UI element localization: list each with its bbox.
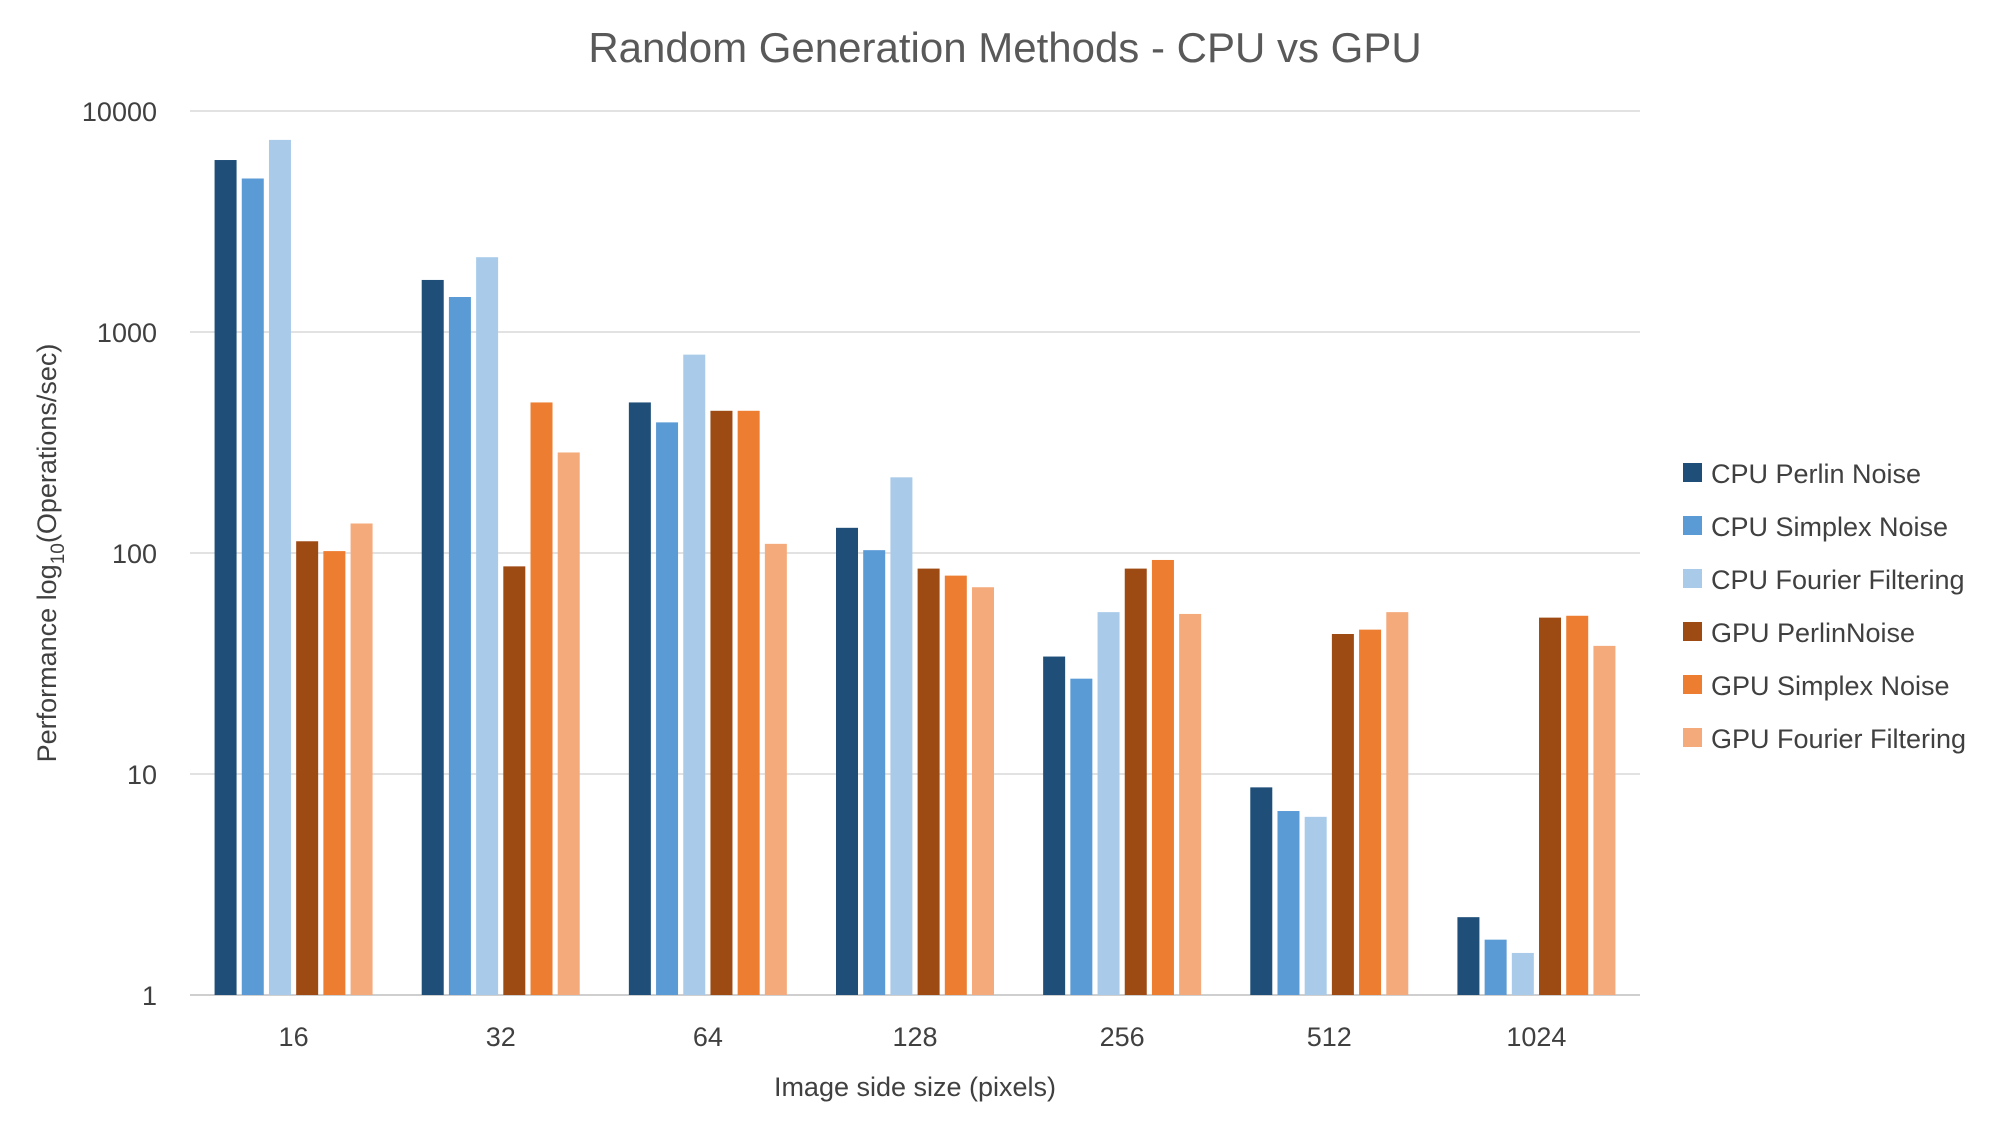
bar [1070, 678, 1093, 995]
bar [890, 477, 913, 995]
bar [448, 297, 471, 995]
bar [917, 568, 940, 995]
bar [683, 354, 706, 996]
legend-label: GPU Fourier Filtering [1711, 724, 1966, 754]
bar [1457, 917, 1480, 995]
bar [863, 550, 886, 995]
y-tick-label: 10 [127, 760, 157, 790]
y-tick-label: 100 [112, 539, 157, 569]
bar [1386, 612, 1409, 995]
bar [530, 402, 553, 995]
bar [1277, 811, 1300, 995]
bar [241, 178, 264, 995]
bar [296, 541, 319, 995]
bar [1304, 816, 1327, 995]
bar [1566, 615, 1589, 995]
bars [214, 139, 1616, 996]
bar [972, 587, 994, 995]
legend-swatch [1683, 675, 1702, 694]
legend-swatch [1683, 569, 1702, 588]
bar [1097, 612, 1120, 995]
bar [1124, 568, 1147, 995]
bar [476, 257, 499, 995]
x-tick-label: 1024 [1506, 1022, 1566, 1052]
y-axis-title-subscript: 10 [48, 543, 69, 564]
bar [421, 279, 444, 995]
bar [710, 410, 733, 995]
y-axis-ticks: 1 10 100 1000 10000 [82, 97, 157, 1011]
y-axis-title: Performance log10(Operations/sec) [32, 344, 69, 763]
y-tick-label: 10000 [82, 97, 157, 127]
bar [1043, 656, 1066, 995]
bar [1359, 629, 1382, 995]
bar [1511, 952, 1534, 995]
x-tick-label: 32 [486, 1022, 516, 1052]
y-tick-label: 1000 [97, 318, 157, 348]
bar [836, 527, 858, 995]
x-axis-ticks: 16 32 64 128 256 512 1024 [279, 1022, 1567, 1052]
x-tick-label: 128 [892, 1022, 937, 1052]
x-axis-title: Image side size (pixels) [774, 1072, 1056, 1102]
y-tick-label: 1 [142, 981, 157, 1011]
bar [1539, 617, 1562, 995]
legend: CPU Perlin Noise CPU Simplex Noise CPU Fou… [1683, 459, 1966, 754]
gridlines [190, 110, 1640, 996]
x-tick-label: 16 [279, 1022, 309, 1052]
legend-label: CPU Simplex Noise [1711, 512, 1948, 542]
legend-swatch [1683, 463, 1702, 482]
legend-swatch [1683, 516, 1702, 535]
bar [764, 543, 787, 995]
y-axis-title-prefix: Performance log [32, 564, 62, 762]
bar [1593, 645, 1616, 995]
legend-swatch [1683, 728, 1702, 747]
bar [737, 410, 760, 995]
bar [350, 523, 373, 995]
bar [1484, 939, 1507, 995]
bar [1151, 559, 1174, 995]
x-tick-label: 256 [1100, 1022, 1145, 1052]
x-tick-label: 64 [693, 1022, 723, 1052]
legend-label: GPU Simplex Noise [1711, 671, 1950, 701]
bar [628, 402, 651, 995]
bar [944, 575, 967, 995]
bar [1179, 613, 1202, 995]
bar [323, 551, 346, 995]
bar [214, 160, 237, 996]
legend-label: CPU Fourier Filtering [1711, 565, 1965, 595]
bar [656, 422, 679, 995]
legend-label: GPU PerlinNoise [1711, 618, 1915, 648]
chart-title: Random Generation Methods - CPU vs GPU [588, 24, 1421, 71]
bar [268, 139, 291, 996]
legend-label: CPU Perlin Noise [1711, 459, 1921, 489]
bar [1250, 787, 1273, 995]
bar [1331, 634, 1354, 995]
y-axis-title-suffix: (Operations/sec) [32, 344, 62, 544]
bar [557, 452, 580, 996]
x-tick-label: 512 [1307, 1022, 1352, 1052]
legend-swatch [1683, 622, 1702, 641]
bar [503, 566, 526, 995]
